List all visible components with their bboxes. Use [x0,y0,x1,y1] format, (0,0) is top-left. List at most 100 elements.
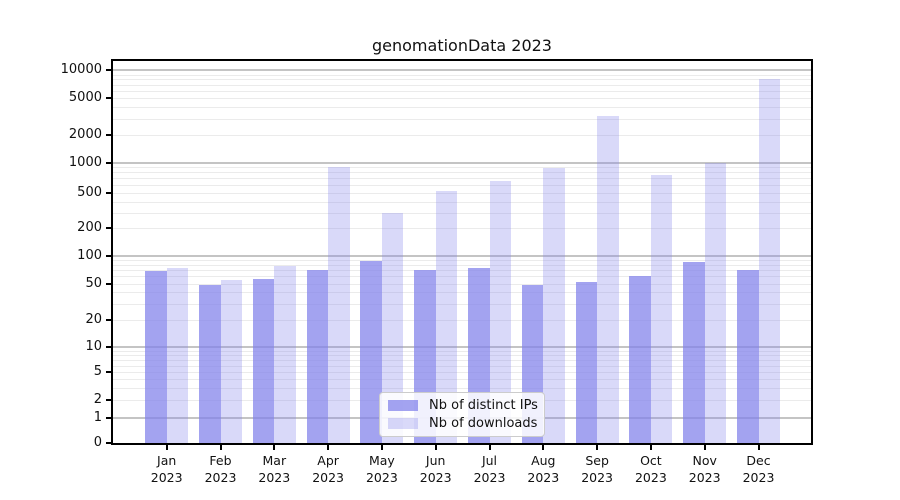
bar-downloads-apr [328,167,350,443]
minor-gridline [113,74,811,76]
y-tick-label: 5000 [68,90,102,106]
minor-gridline [113,379,811,381]
minor-gridline [113,228,811,229]
minor-gridline [113,90,811,92]
minor-gridline [113,270,811,272]
minor-gridline [113,360,811,362]
y-tick-mark [106,371,111,374]
legend: Nb of distinct IPs Nb of downloads [379,392,545,437]
x-tick-mark [165,445,168,450]
minor-gridline [113,351,811,353]
y-tick-label: 1 [93,410,102,426]
y-tick-mark [106,346,111,349]
x-tick-label-sep: Sep 2023 [581,453,613,485]
minor-gridline [113,118,811,120]
minor-gridline [113,260,811,262]
y-tick-mark [106,442,111,444]
y-tick-mark [106,133,111,136]
x-tick-label-apr: Apr 2023 [312,453,344,485]
x-tick-label-mar: Mar 2023 [258,453,291,485]
minor-gridline [113,283,811,285]
legend-swatch-distinct-ips [388,400,418,411]
y-tick-mark [106,192,111,195]
bar-downloads-jun [435,190,458,443]
y-tick-label: 500 [77,185,102,201]
x-tick-mark [273,445,276,450]
y-tick-mark [106,399,111,402]
minor-gridline [113,98,811,100]
bar-downloads-feb [220,279,242,443]
x-tick-label-dec: Dec 2023 [742,453,775,485]
legend-item-distinct-ips: Nb of distinct IPs [388,398,538,413]
legend-label-distinct-ips: Nb of distinct IPs [429,398,538,413]
bar-downloads-aug [543,168,565,443]
x-tick-mark [488,445,491,450]
y-tick-mark [106,282,111,285]
major-gridline [113,69,811,72]
bar-distinct-ips-apr [306,270,329,443]
bar-distinct-ips-mar [252,279,275,443]
y-tick-mark [106,161,111,164]
x-tick-mark [380,445,383,450]
major-gridline [113,255,811,257]
minor-gridline [113,372,811,374]
y-tick-label: 10 [85,339,102,355]
x-tick-label-oct: Oct 2023 [634,453,667,485]
bar-distinct-ips-nov [683,261,705,443]
bar-distinct-ips-feb [199,285,221,443]
bar-downloads-mar [274,265,296,443]
y-tick-label: 0 [93,435,102,450]
minor-gridline [113,387,811,389]
y-tick-mark [106,97,111,100]
y-tick-mark [106,417,111,420]
x-tick-label-aug: Aug 2023 [527,453,560,485]
y-tick-label: 100 [77,248,102,263]
minor-gridline [113,193,811,195]
minor-gridline [113,178,811,180]
x-tick-mark [649,445,652,450]
x-tick-label-jan: Jan 2023 [150,453,183,485]
plot-area [113,61,811,443]
y-tick-mark [106,69,111,72]
bar-distinct-ips-oct [629,275,651,443]
y-tick-mark [106,227,111,229]
minor-gridline [113,212,811,214]
y-tick-mark [106,319,111,321]
x-tick-label-may: May 2023 [365,453,398,485]
minor-gridline [113,264,811,266]
x-tick-mark [219,445,222,450]
bar-downloads-jul [489,180,511,443]
x-tick-mark [596,445,599,450]
y-tick-label: 50 [85,275,102,291]
x-tick-label-jun: Jun 2023 [419,453,452,485]
legend-item-downloads: Nb of downloads [388,416,538,431]
minor-gridline [113,365,811,367]
minor-gridline [113,320,811,321]
x-tick-label-feb: Feb 2023 [204,453,237,485]
y-tick-label: 200 [77,220,102,235]
bar-downloads-oct [650,175,673,443]
minor-gridline [113,201,811,203]
x-tick-label-nov: Nov 2023 [688,453,721,485]
bar-downloads-sep [597,116,619,443]
y-tick-label: 20 [85,312,102,327]
x-tick-label-jul: Jul 2023 [473,453,506,485]
bar-downloads-nov [704,163,727,443]
bar-downloads-may [381,212,404,443]
minor-gridline [113,84,811,86]
major-gridline [113,346,811,349]
legend-label-downloads: Nb of downloads [429,416,538,431]
minor-gridline [113,79,811,81]
minor-gridline [113,172,811,174]
y-tick-mark [106,255,111,257]
x-tick-mark [757,445,760,450]
legend-swatch-downloads [388,418,418,429]
chart-title: genomationData 2023 [372,36,552,55]
minor-gridline [113,134,811,136]
minor-gridline [113,185,811,187]
y-tick-label: 2 [93,392,102,408]
bar-distinct-ips-dec [737,270,759,443]
y-tick-label: 10000 [60,62,102,78]
minor-gridline [113,276,811,278]
